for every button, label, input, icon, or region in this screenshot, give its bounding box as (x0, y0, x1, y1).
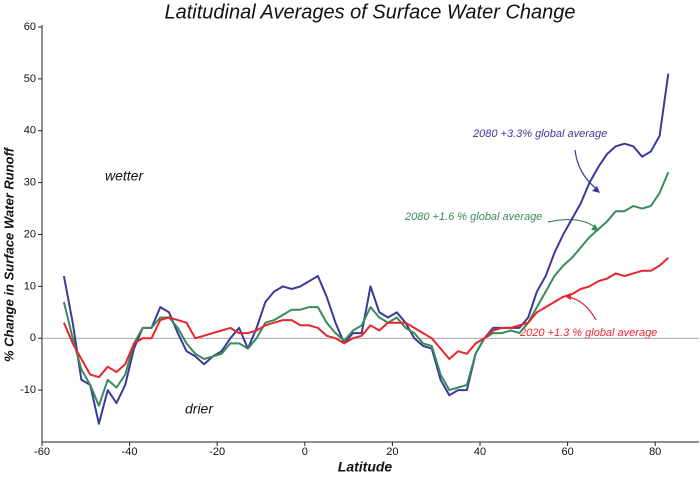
annotation: wetter (105, 168, 144, 184)
x-tick-label: 80 (649, 446, 661, 458)
y-tick-label: 60 (24, 21, 36, 33)
chart-title: Latitudinal Averages of Surface Water Ch… (165, 1, 576, 23)
x-axis-title: Latitude (338, 459, 393, 475)
y-tick-label: 0 (30, 332, 36, 344)
y-tick-label: -10 (20, 384, 36, 396)
x-tick-label: 0 (302, 446, 308, 458)
y-tick-label: 50 (24, 73, 36, 85)
series-label: 2020 +1.3 % global average (519, 327, 657, 339)
x-tick-label: 40 (474, 446, 486, 458)
y-tick-label: 30 (24, 177, 36, 189)
series-line (62, 257, 669, 379)
y-tick-label: 40 (24, 125, 36, 137)
x-tick-label: -60 (34, 446, 50, 458)
y-axis-title: % Change in Surface Water Runoff (1, 146, 16, 362)
arrow (574, 149, 599, 191)
series-line (62, 171, 670, 407)
x-tick-label: -20 (209, 446, 225, 458)
series-label: 2080 +3.3% global average (472, 128, 607, 140)
x-tick-label: 60 (561, 446, 573, 458)
x-tick-label: 20 (386, 446, 398, 458)
arrow-head (592, 186, 600, 193)
y-tick-label: 20 (24, 228, 36, 240)
series-label: 2080 +1.6 % global average (404, 211, 542, 223)
x-tick-label: -40 (122, 446, 138, 458)
arrow (567, 296, 597, 321)
annotation: drier (185, 401, 214, 417)
y-tick-label: 10 (24, 280, 36, 292)
arrow (547, 218, 597, 229)
series-line (62, 73, 670, 425)
